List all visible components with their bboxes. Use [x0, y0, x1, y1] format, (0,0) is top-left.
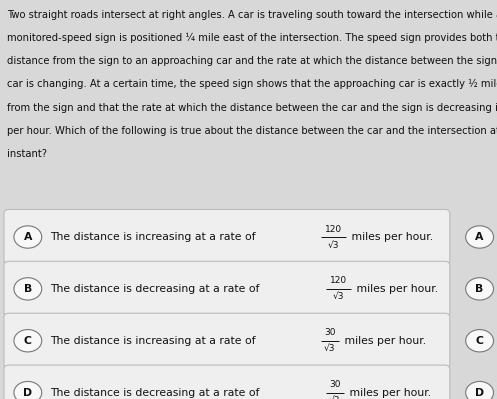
Text: monitored-speed sign is positioned ¼ mile east of the intersection. The speed si: monitored-speed sign is positioned ¼ mil…	[7, 33, 497, 43]
Text: 30: 30	[329, 380, 340, 389]
Text: 30: 30	[324, 328, 335, 337]
Text: A: A	[24, 232, 32, 242]
Text: A: A	[476, 232, 484, 242]
Text: miles per hour.: miles per hour.	[341, 336, 426, 346]
Circle shape	[466, 226, 494, 248]
Text: √3: √3	[333, 292, 344, 301]
Text: miles per hour.: miles per hour.	[353, 284, 438, 294]
Text: B: B	[24, 284, 32, 294]
Text: 120: 120	[330, 277, 347, 285]
Text: √3: √3	[328, 241, 339, 249]
Text: √3: √3	[329, 396, 340, 399]
FancyBboxPatch shape	[4, 209, 450, 265]
Text: Two straight roads intersect at right angles. A car is traveling south toward th: Two straight roads intersect at right an…	[7, 10, 497, 20]
Circle shape	[14, 381, 42, 399]
Text: instant?: instant?	[7, 149, 47, 159]
Text: The distance is increasing at a rate of: The distance is increasing at a rate of	[50, 232, 259, 242]
Circle shape	[466, 330, 494, 352]
Text: The distance is decreasing at a rate of: The distance is decreasing at a rate of	[50, 284, 263, 294]
Text: miles per hour.: miles per hour.	[348, 232, 433, 242]
FancyBboxPatch shape	[4, 365, 450, 399]
Text: 120: 120	[325, 225, 342, 233]
Circle shape	[14, 278, 42, 300]
Text: The distance is decreasing at a rate of: The distance is decreasing at a rate of	[50, 387, 263, 398]
Circle shape	[466, 278, 494, 300]
Text: C: C	[476, 336, 484, 346]
Text: per hour. Which of the following is true about the distance between the car and : per hour. Which of the following is true…	[7, 126, 497, 136]
Text: from the sign and that the rate at which the distance between the car and the si: from the sign and that the rate at which…	[7, 103, 497, 113]
Text: D: D	[475, 387, 484, 398]
Text: B: B	[476, 284, 484, 294]
Text: miles per hour.: miles per hour.	[346, 387, 431, 398]
Circle shape	[14, 330, 42, 352]
Text: D: D	[23, 387, 32, 398]
Circle shape	[14, 226, 42, 248]
Text: C: C	[24, 336, 32, 346]
FancyBboxPatch shape	[4, 261, 450, 316]
Text: car is changing. At a certain time, the speed sign shows that the approaching ca: car is changing. At a certain time, the …	[7, 79, 497, 89]
Text: distance from the sign to an approaching car and the rate at which the distance : distance from the sign to an approaching…	[7, 56, 497, 66]
Circle shape	[466, 381, 494, 399]
Text: The distance is increasing at a rate of: The distance is increasing at a rate of	[50, 336, 259, 346]
Text: √3: √3	[324, 344, 335, 353]
FancyBboxPatch shape	[4, 313, 450, 368]
